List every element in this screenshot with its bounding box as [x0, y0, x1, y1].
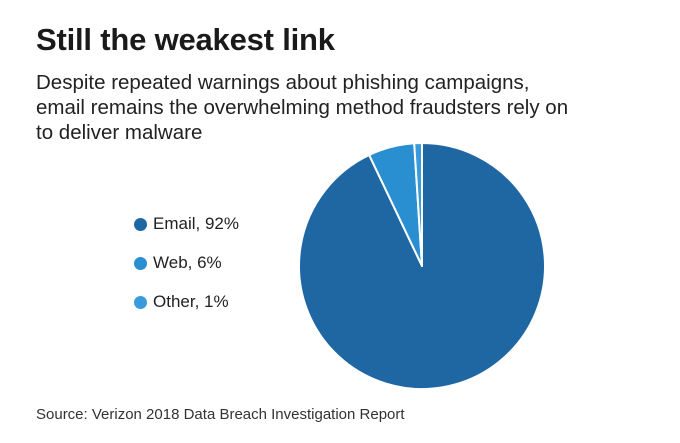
legend-swatch-email — [134, 217, 147, 231]
legend-label-other: Other, 1% — [153, 292, 229, 311]
legend-swatch-other — [134, 295, 147, 309]
subtitle-line-1: Despite repeated warnings about phishing… — [36, 71, 530, 94]
subtitle-line-2: email remains the overwhelming method fr… — [36, 96, 569, 119]
chart-source: Source: Verizon 2018 Data Breach Investi… — [36, 406, 405, 423]
pie-slice-other — [413, 142, 423, 267]
subtitle-line-3: to deliver malware — [36, 121, 203, 144]
chart-title: Still the weakest link — [36, 22, 335, 57]
legend-item-other: Other, 1% — [134, 292, 239, 312]
legend-swatch-web — [134, 256, 147, 270]
legend-label-web: Web, 6% — [153, 253, 222, 272]
legend-label-email: Email, 92% — [153, 214, 239, 233]
chart-legend: Email, 92% Web, 6% Other, 1% — [134, 214, 239, 331]
chart-subtitle: Despite repeated warnings about phishing… — [36, 70, 656, 145]
legend-item-web: Web, 6% — [134, 253, 239, 273]
legend-item-email: Email, 92% — [134, 214, 239, 234]
